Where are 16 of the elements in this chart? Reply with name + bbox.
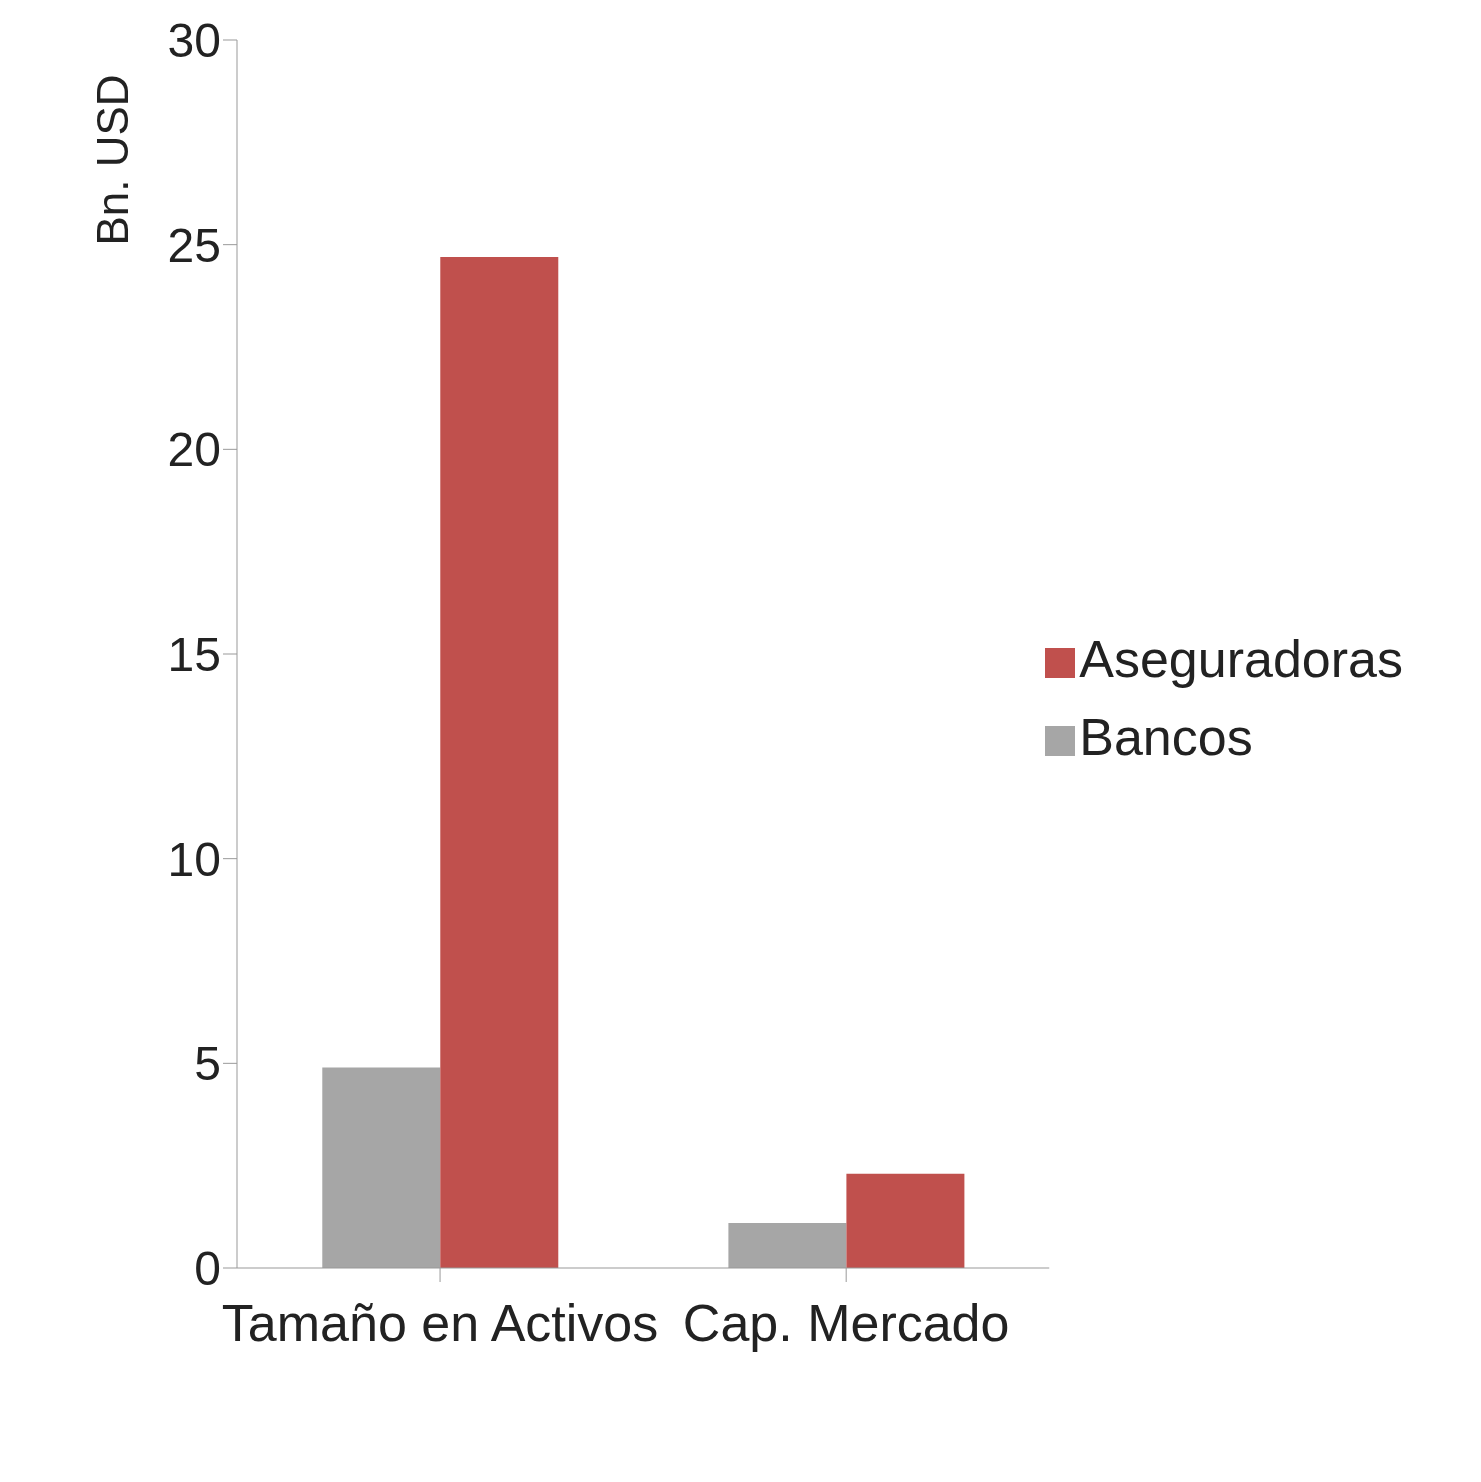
y-tick-label: 15 — [167, 628, 221, 682]
bar — [440, 256, 559, 1268]
legend-label: Aseguradoras — [1079, 630, 1403, 688]
y-tick-label: 0 — [194, 1242, 221, 1296]
bar — [728, 1222, 847, 1268]
y-tick-label: 10 — [167, 832, 221, 886]
x-tick-label: Cap. Mercado — [682, 1293, 1010, 1352]
y-tick-label: 25 — [167, 218, 221, 272]
x-tick-label: Tamaño en Activos — [221, 1293, 659, 1352]
y-axis-title: Bn. USD — [88, 74, 137, 246]
bar — [322, 1067, 441, 1268]
legend-label: Bancos — [1079, 708, 1253, 766]
bar — [846, 1173, 965, 1268]
y-tick-label: 30 — [167, 14, 221, 68]
y-tick-label: 20 — [167, 423, 221, 477]
y-tick-label: 5 — [194, 1037, 221, 1091]
